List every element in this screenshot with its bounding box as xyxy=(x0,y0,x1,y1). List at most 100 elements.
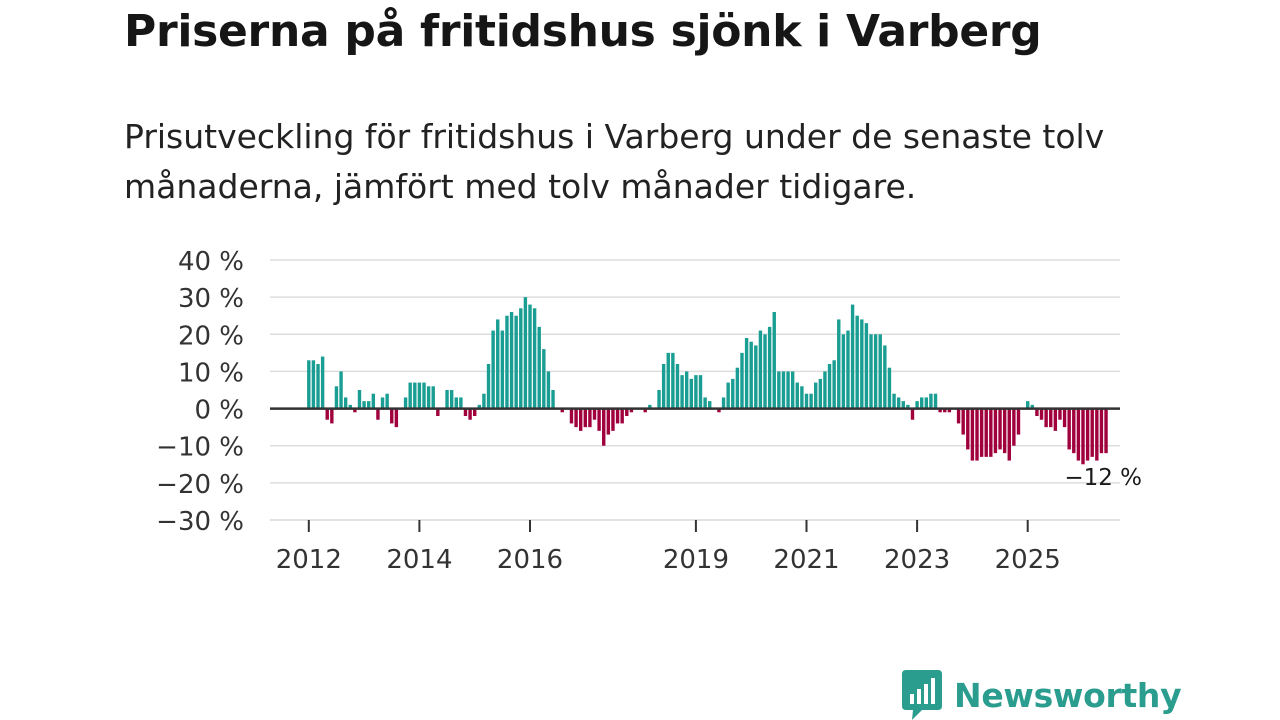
bar xyxy=(537,326,541,409)
bar xyxy=(680,375,684,409)
bar xyxy=(1090,408,1094,457)
bar xyxy=(795,382,799,409)
x-tick-label: 2023 xyxy=(884,545,950,575)
bar xyxy=(1016,408,1021,435)
bar xyxy=(348,404,352,409)
last-value-label: −12 % xyxy=(1064,465,1142,491)
bar xyxy=(684,371,689,409)
bar xyxy=(316,364,320,409)
bar xyxy=(864,323,869,409)
y-tick-label: 10 % xyxy=(178,358,244,388)
bar xyxy=(694,375,698,409)
bar xyxy=(569,408,574,424)
bar xyxy=(459,397,463,409)
bar xyxy=(998,408,1002,450)
bar xyxy=(855,315,859,409)
bar xyxy=(542,349,546,409)
bar xyxy=(339,371,343,409)
bar xyxy=(721,397,726,409)
bar xyxy=(989,408,993,457)
bar xyxy=(749,341,753,409)
bar xyxy=(413,382,417,409)
bar xyxy=(961,408,965,435)
bar xyxy=(1099,408,1104,454)
bar xyxy=(325,408,329,420)
bar xyxy=(514,315,518,409)
bar xyxy=(901,401,905,409)
bar xyxy=(546,371,551,409)
bar xyxy=(675,364,680,409)
x-tick-label: 2014 xyxy=(386,545,452,575)
bar xyxy=(671,352,675,409)
bar xyxy=(367,401,371,409)
bar xyxy=(611,408,615,431)
bar xyxy=(708,401,712,409)
bar xyxy=(781,371,786,409)
bar xyxy=(731,378,735,409)
bar xyxy=(417,382,422,409)
bar xyxy=(1030,404,1035,409)
bar xyxy=(689,378,693,409)
bar xyxy=(1049,408,1053,428)
bar xyxy=(629,408,634,413)
bar xyxy=(800,386,804,409)
newsworthy-logo-icon xyxy=(902,670,942,720)
bar xyxy=(620,408,624,424)
bar xyxy=(583,408,587,428)
bar xyxy=(560,408,564,413)
bar xyxy=(823,371,827,409)
bar xyxy=(1072,408,1076,454)
bar xyxy=(625,408,629,416)
bar xyxy=(869,334,873,409)
bar xyxy=(758,330,763,409)
bar xyxy=(551,390,555,409)
bar xyxy=(431,386,435,409)
bar xyxy=(422,382,426,409)
bar xyxy=(519,308,523,409)
bar xyxy=(1076,408,1081,461)
bar xyxy=(1062,408,1067,428)
bar xyxy=(500,330,505,409)
bar xyxy=(523,297,528,409)
bar xyxy=(938,408,942,413)
bar xyxy=(496,319,500,409)
bar xyxy=(330,408,334,424)
bar xyxy=(606,408,611,435)
bar xyxy=(740,352,744,409)
bar-chart: 40 % 30 % 20 % 10 % 0 % −10 % −20 % −30 % 2012 20… xyxy=(156,247,1142,575)
bar xyxy=(1039,408,1044,420)
bar xyxy=(1007,408,1011,461)
bar xyxy=(892,393,896,409)
bar xyxy=(334,386,339,409)
bar xyxy=(818,378,823,409)
bar xyxy=(726,382,730,409)
bar xyxy=(827,364,832,409)
labels: 40 % 30 % 20 % 10 % 0 % −10 % −20 % −30 % 2012 20… xyxy=(156,247,1142,575)
bar xyxy=(947,408,952,413)
y-tick-label: −20 % xyxy=(156,470,244,500)
bar xyxy=(648,404,652,409)
bar xyxy=(385,393,389,409)
bar xyxy=(832,360,836,409)
bar xyxy=(666,352,670,409)
bar xyxy=(362,401,366,409)
bar xyxy=(532,308,537,409)
bar xyxy=(1035,408,1039,416)
brand-logo: Newsworthy xyxy=(902,670,1182,720)
bar xyxy=(311,360,316,409)
bar xyxy=(380,397,385,409)
x-tick-label: 2016 xyxy=(497,545,563,575)
bar xyxy=(777,371,781,409)
bar xyxy=(408,382,412,409)
bar xyxy=(993,408,998,454)
bars xyxy=(307,297,1108,465)
bar xyxy=(754,345,758,409)
bar xyxy=(1058,408,1062,420)
bar xyxy=(1026,401,1030,409)
bar xyxy=(850,304,855,409)
bar xyxy=(615,408,620,424)
bar xyxy=(1012,408,1016,446)
bar xyxy=(896,397,901,409)
bar xyxy=(906,404,910,409)
bar xyxy=(970,408,975,461)
